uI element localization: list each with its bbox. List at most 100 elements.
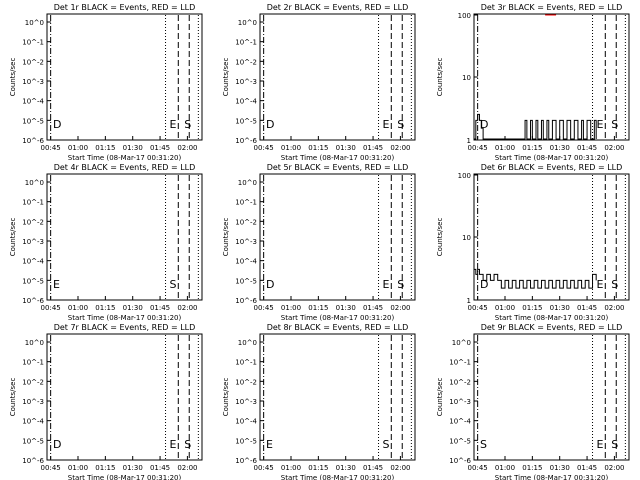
y-tick-label: 10^-3 [22, 238, 44, 246]
plot-frame [46, 173, 203, 301]
event-letter: E [53, 278, 60, 291]
y-tick-label: 10^-1 [22, 39, 44, 47]
event-letter: S [611, 438, 618, 451]
event-letter: D [266, 118, 274, 131]
x-tick-label: 01:30 [550, 464, 570, 472]
chart-panel-8: Det 8r BLACK = Events, RED = LLD Counts/s… [222, 323, 416, 480]
x-tick-label: 01:15 [308, 144, 328, 152]
x-tick-label: 01:30 [550, 144, 570, 152]
x-tick-label: 02:00 [604, 144, 624, 152]
chart-panel-6: Det 6r BLACK = Events, RED = LLD Counts/s… [436, 163, 630, 322]
x-tick-label: 01:45 [150, 464, 170, 472]
x-tick-label: 01:30 [336, 464, 356, 472]
x-tick-label: 01:45 [363, 464, 383, 472]
y-axis-label: Counts/sec [9, 58, 17, 97]
x-tick-label: 01:30 [123, 464, 143, 472]
x-tick-label: 01:15 [95, 144, 115, 152]
chart-panel-5: Det 5r BLACK = Events, RED = LLD Counts/s… [222, 163, 416, 322]
y-tick-label: 10^-3 [22, 398, 44, 406]
x-tick-label: 01:15 [522, 304, 542, 312]
chart-title: Det 7r BLACK = Events, RED = LLD [54, 323, 196, 332]
x-tick-label: 02:00 [177, 304, 197, 312]
x-tick-label: 00:45 [41, 464, 61, 472]
x-tick-label: 01:15 [95, 464, 115, 472]
x-tick-label: 00:45 [254, 304, 274, 312]
y-tick-label: 10^-6 [235, 137, 257, 145]
event-letter: E [170, 438, 177, 451]
x-tick-label: 01:15 [95, 304, 115, 312]
event-letter: E [266, 438, 273, 451]
x-axis-label: Start Time (08-Mar-17 00:31:20) [281, 314, 395, 322]
x-tick-label: 01:30 [123, 144, 143, 152]
x-axis-label: Start Time (08-Mar-17 00:31:20) [495, 474, 609, 480]
plot-frame [259, 13, 416, 141]
x-tick-label: 01:00 [281, 304, 301, 312]
x-tick-label: 01:15 [522, 144, 542, 152]
y-axis-label: Counts/sec [222, 378, 230, 417]
x-tick-label: 01:00 [68, 144, 88, 152]
chart-panel-7: Det 7r BLACK = Events, RED = LLD Counts/s… [9, 323, 203, 480]
x-tick-label: 01:45 [363, 304, 383, 312]
plot-frame [46, 333, 203, 461]
event-letter: E [383, 118, 390, 131]
y-tick-label: 10^-2 [449, 378, 471, 386]
x-tick-label: 00:45 [41, 144, 61, 152]
x-axis-label: Start Time (08-Mar-17 00:31:20) [68, 474, 182, 480]
y-tick-label: 10^-2 [22, 58, 44, 66]
y-tick-label: 10^-5 [235, 437, 257, 445]
x-tick-label: 01:45 [577, 464, 597, 472]
plot-frame [259, 173, 416, 301]
y-tick-label: 10^-5 [22, 437, 44, 445]
x-tick-label: 00:45 [254, 144, 274, 152]
y-tick-label: 10^-1 [235, 199, 257, 207]
y-tick-label: 10^-6 [235, 457, 257, 465]
y-tick-label: 10^-1 [235, 39, 257, 47]
x-tick-label: 01:45 [577, 304, 597, 312]
x-tick-label: 02:00 [604, 304, 624, 312]
x-tick-label: 02:00 [390, 144, 410, 152]
x-tick-label: 01:00 [68, 304, 88, 312]
y-tick-label: 10^-6 [22, 297, 44, 305]
x-tick-label: 00:45 [468, 464, 488, 472]
y-tick-label: 10^-1 [449, 359, 471, 367]
event-letter: S [611, 118, 618, 131]
chart-panel-4: Det 4r BLACK = Events, RED = LLD Counts/s… [9, 163, 203, 322]
x-tick-label: 01:30 [550, 304, 570, 312]
event-letter: S [383, 438, 390, 451]
chart-title: Det 1r BLACK = Events, RED = LLD [54, 3, 196, 12]
plot-frame [46, 13, 203, 141]
y-tick-label: 10^-2 [22, 378, 44, 386]
y-tick-label: 100 [458, 172, 471, 180]
event-letter: E [597, 278, 604, 291]
event-letter: E [597, 118, 604, 131]
x-tick-label: 00:45 [468, 304, 488, 312]
y-axis-label: Counts/sec [9, 218, 17, 257]
x-tick-label: 01:15 [308, 304, 328, 312]
x-axis-label: Start Time (08-Mar-17 00:31:20) [495, 154, 609, 162]
x-tick-label: 01:00 [281, 464, 301, 472]
y-tick-label: 10^-4 [22, 418, 44, 426]
event-letter: E [597, 438, 604, 451]
y-tick-label: 10^0 [25, 339, 44, 347]
y-tick-label: 10^-5 [449, 437, 471, 445]
chart-title: Det 3r BLACK = Events, RED = LLD [481, 3, 623, 12]
chart-title: Det 6r BLACK = Events, RED = LLD [481, 163, 623, 172]
chart-title: Det 5r BLACK = Events, RED = LLD [267, 163, 409, 172]
y-tick-label: 10^-3 [235, 398, 257, 406]
y-tick-label: 10 [462, 234, 471, 242]
event-letter: S [170, 278, 177, 291]
x-tick-label: 01:45 [577, 144, 597, 152]
event-letter: D [266, 278, 274, 291]
y-axis-label: Counts/sec [222, 58, 230, 97]
x-tick-label: 02:00 [390, 464, 410, 472]
y-tick-label: 10^-1 [235, 359, 257, 367]
x-axis-label: Start Time (08-Mar-17 00:31:20) [281, 474, 395, 480]
y-tick-label: 10^0 [452, 339, 471, 347]
data-series-1 [474, 268, 597, 289]
event-letter: S [397, 118, 404, 131]
x-axis-label: Start Time (08-Mar-17 00:31:20) [68, 314, 182, 322]
y-tick-label: 10^-3 [235, 238, 257, 246]
y-tick-label: 10^-2 [235, 58, 257, 66]
x-tick-label: 01:30 [336, 144, 356, 152]
y-tick-label: 10^-1 [22, 359, 44, 367]
